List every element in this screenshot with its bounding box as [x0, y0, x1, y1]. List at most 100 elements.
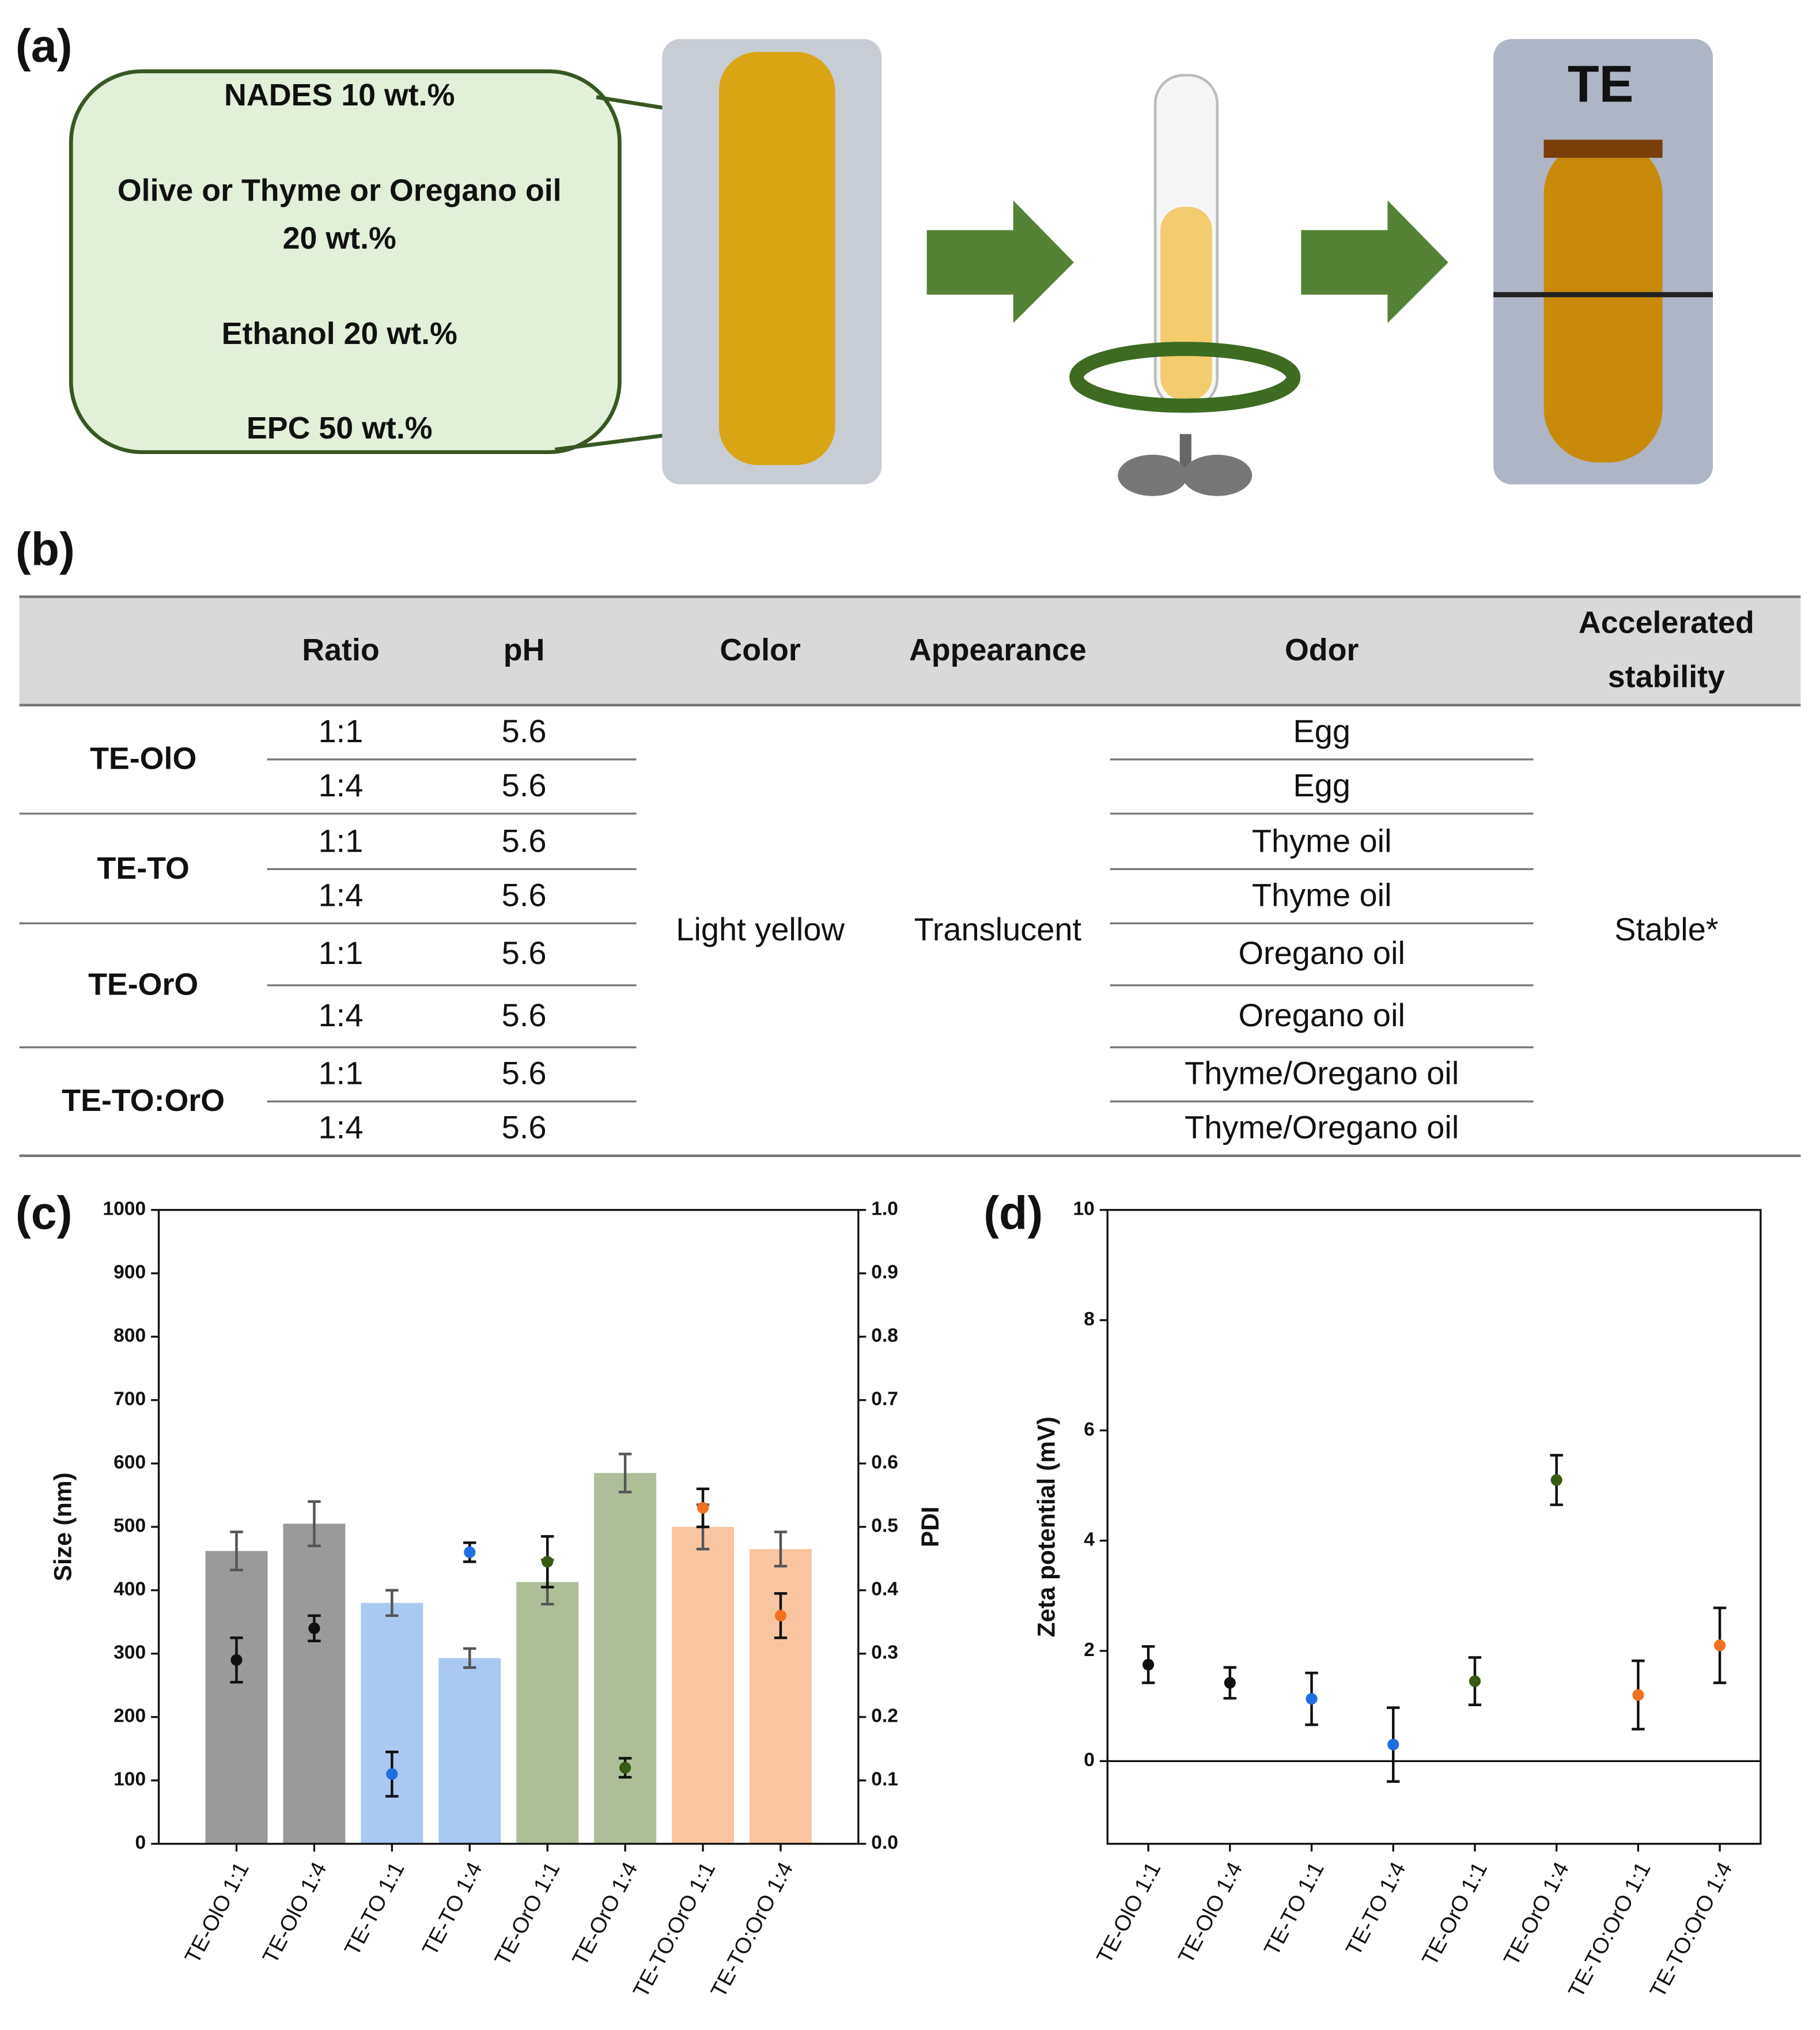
- header-text: Accelerated stability: [1578, 606, 1754, 695]
- charts: (c)010020030040050060070080090010000.00.…: [16, 1187, 1762, 2002]
- composition-box: [69, 69, 622, 455]
- error-bar: [308, 1500, 321, 1548]
- tube: [718, 52, 835, 466]
- y2-tick-label: 0.1: [871, 1769, 898, 1790]
- y-tick-label: 4: [1084, 1529, 1095, 1551]
- cell: 1:4: [319, 767, 364, 803]
- bar: [594, 1473, 657, 1844]
- panel-label: (d): [983, 1187, 1043, 1239]
- point: [230, 1654, 243, 1666]
- panel-label: (b): [16, 524, 75, 576]
- bar: [438, 1658, 501, 1844]
- x-tick-label: TE-OlO 1:1: [180, 1858, 253, 1968]
- y-tick-label: 700: [113, 1389, 146, 1410]
- error-bar: [230, 1530, 243, 1571]
- cell: Translucent: [914, 911, 1082, 947]
- y2-tick-label: 0.2: [871, 1706, 898, 1727]
- tube-top: [1543, 139, 1663, 158]
- y-tick-label: 600: [113, 1452, 146, 1473]
- header-text: pH: [504, 633, 545, 667]
- y-tick-label: 10: [1073, 1199, 1095, 1220]
- x-tick-label: TE-TO 1:4: [1341, 1858, 1410, 1960]
- cell: Thyme/Oregano oil: [1185, 1109, 1459, 1146]
- table: Ratio pH Color Appearance Odor 1:1 5.6 Egg 1:4 5.…: [19, 633, 1719, 1146]
- panel-a-art: [69, 39, 1713, 496]
- x-tick-label: TE-OrO 1:1: [490, 1858, 565, 1969]
- group-name: TE-TO: [97, 851, 190, 886]
- cell: 5.6: [502, 767, 547, 803]
- stirrer: [1179, 434, 1191, 473]
- y-tick-label: 6: [1084, 1419, 1095, 1440]
- point: [697, 1502, 709, 1514]
- cell: 1:1: [319, 935, 364, 971]
- y2-tick-label: 0.0: [871, 1832, 898, 1854]
- y2-tick-label: 0.9: [871, 1262, 898, 1283]
- point: [542, 1556, 554, 1568]
- point: [1142, 1658, 1155, 1671]
- box-line: NADES 10 wt.%: [224, 78, 455, 112]
- cell: 1:4: [319, 1109, 364, 1146]
- x-tick-label: TE-TO:OrO 1:1: [1564, 1858, 1656, 2002]
- point: [1632, 1689, 1644, 1701]
- header-cell: Accelerated stability: [1578, 606, 1754, 695]
- x-tick-label: TE-OrO 1:4: [1499, 1858, 1573, 1969]
- bar: [516, 1582, 579, 1844]
- cell: 5.6: [502, 1109, 547, 1146]
- plot-frame: [157, 1209, 860, 1845]
- error-bar: [385, 1589, 399, 1617]
- box-line: Ethanol 20 wt.%: [222, 316, 457, 351]
- point: [1550, 1474, 1562, 1486]
- y-tick-label: 100: [113, 1769, 146, 1790]
- header-text: Ratio: [302, 633, 379, 667]
- header-text: Odor: [1285, 633, 1359, 667]
- group-name: TE-OlO: [90, 741, 196, 776]
- point: [308, 1622, 320, 1634]
- y2-tick-label: 0.5: [871, 1515, 898, 1537]
- y-axis-label: Size (nm): [49, 1472, 77, 1581]
- bar: [672, 1526, 735, 1844]
- x-tick-label: TE-OlO 1:4: [258, 1858, 331, 1968]
- rotation: [1069, 342, 1301, 413]
- cell: Thyme oil: [1252, 822, 1392, 859]
- error-bar: [774, 1530, 788, 1568]
- box-line: 20 wt.%: [283, 221, 396, 255]
- point: [386, 1768, 398, 1780]
- cell: 1:1: [319, 713, 364, 749]
- point: [774, 1609, 787, 1621]
- bar: [205, 1551, 268, 1844]
- y2-tick-label: 0.6: [871, 1452, 898, 1473]
- liquid: [1160, 206, 1212, 401]
- box-line: Olive or Thyme or Oregano oil: [118, 173, 562, 208]
- x-tick-label: TE-OrO 1:1: [1418, 1858, 1492, 1969]
- cell: 1:1: [319, 1055, 364, 1091]
- group-name: TE-OrO: [88, 967, 198, 1001]
- y2-tick-label: 0.3: [871, 1642, 898, 1664]
- y2-tick-label: 0.8: [871, 1325, 898, 1347]
- x-tick-label: TE-OrO 1:4: [568, 1858, 642, 1969]
- tube: [1543, 139, 1663, 463]
- cell: 1:4: [319, 997, 364, 1033]
- bar: [361, 1602, 423, 1844]
- cell: 5.6: [502, 713, 547, 749]
- x-tick-label: TE-TO 1:1: [340, 1858, 409, 1960]
- panel-label: (a): [16, 20, 73, 72]
- point: [619, 1761, 631, 1774]
- x-tick-label: TE-TO 1:1: [1260, 1858, 1329, 1960]
- bar: [283, 1524, 346, 1844]
- y2-tick-label: 0.4: [871, 1579, 898, 1600]
- header-text: Appearance: [909, 633, 1087, 667]
- y-tick-label: 0: [135, 1832, 146, 1854]
- error-bar: [618, 1453, 632, 1494]
- cell: Light yellow: [676, 911, 845, 947]
- y-tick-label: 1000: [103, 1199, 146, 1220]
- stirrer: [1182, 455, 1253, 496]
- x-tick-label: TE-TO:OrO 1:1: [629, 1858, 720, 2002]
- panel-label: (c): [16, 1187, 73, 1239]
- cell: 5.6: [502, 822, 547, 859]
- cell: Oregano oil: [1238, 935, 1405, 971]
- header-text: Color: [720, 633, 800, 667]
- point: [1469, 1675, 1481, 1687]
- tube-label: TE: [1568, 55, 1634, 113]
- stirrer: [1118, 455, 1188, 496]
- x-tick-label: TE-TO:OrO 1:4: [1645, 1858, 1737, 2002]
